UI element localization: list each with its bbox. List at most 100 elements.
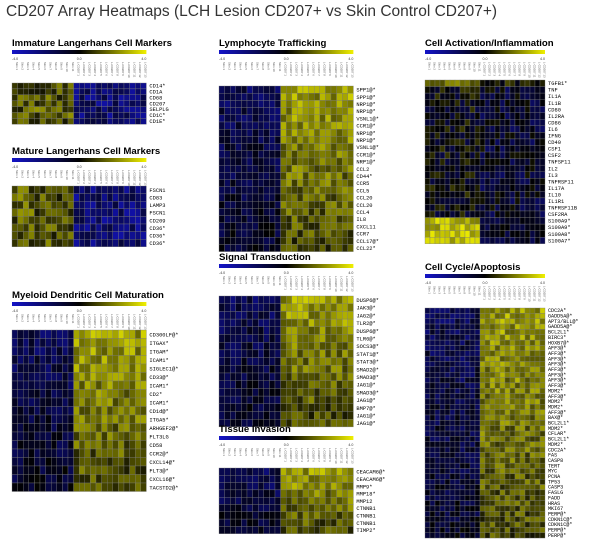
heatmap-cell	[539, 178, 546, 185]
heatmap-cell	[291, 475, 298, 483]
heatmap-cell	[524, 178, 531, 185]
heatmap-cell	[494, 345, 501, 351]
heatmap-cell	[347, 222, 354, 231]
heatmap-cell	[28, 440, 35, 450]
heatmap-cell	[280, 518, 287, 527]
heatmap-cell	[17, 363, 24, 373]
heatmap-cell	[494, 318, 501, 325]
heatmap-cell	[489, 420, 496, 426]
heatmap-cell	[34, 448, 41, 458]
sample-label: Skin 2	[20, 170, 24, 178]
scale-tick-label: 4.0	[348, 271, 353, 275]
heatmap-cell	[347, 150, 354, 159]
heatmap-cell	[235, 475, 242, 483]
heatmap-cell	[67, 448, 74, 458]
heatmap-cell	[140, 201, 147, 209]
heatmap-cell	[444, 372, 451, 378]
heatmap-cell	[534, 372, 541, 378]
heatmap-cell	[439, 323, 446, 330]
gene-label: CCR7	[356, 232, 369, 238]
heatmap-cell	[524, 151, 531, 159]
heatmap-cell	[51, 474, 57, 484]
gene-label: TIMP2*	[356, 528, 375, 534]
heatmap-cell	[263, 303, 270, 312]
heatmap-cell	[489, 145, 496, 153]
heatmap-cell	[474, 527, 481, 533]
sample-label: Skin 2	[433, 62, 437, 70]
sample-label: L-CD207 5	[503, 286, 507, 300]
heatmap-cell	[17, 355, 24, 365]
heatmap-cell	[135, 465, 141, 475]
heatmap-cell	[84, 414, 91, 424]
heatmap-cell	[489, 409, 496, 416]
heatmap-cell	[297, 326, 304, 335]
heatmap-cell	[539, 366, 546, 373]
heatmap-cell	[230, 475, 236, 483]
heatmap-cell	[449, 446, 456, 453]
heatmap-cell	[504, 425, 511, 432]
gene-label: CEACAM6@*	[356, 477, 385, 483]
heatmap-cell	[454, 184, 461, 192]
heatmap-cell	[342, 215, 348, 223]
heatmap-cell	[274, 334, 281, 343]
heatmap-cell	[218, 143, 225, 151]
heatmap-cell	[11, 397, 18, 407]
heatmap-cell	[45, 329, 52, 339]
gene-label: FLT3@*	[149, 469, 168, 475]
heatmap-cell	[347, 201, 354, 209]
heatmap-cell	[336, 342, 343, 351]
heatmap-cell	[484, 99, 491, 107]
heatmap-cell	[494, 398, 501, 405]
heatmap-cell	[514, 377, 521, 384]
heatmap-cell	[246, 526, 253, 534]
heatmap-cell	[449, 230, 456, 238]
heatmap-cell	[469, 521, 476, 528]
heatmap-cell	[235, 526, 242, 534]
heatmap-cell	[308, 318, 315, 327]
heatmap-cell	[101, 88, 108, 95]
heatmap-cell	[135, 448, 141, 458]
heatmap-cell	[11, 457, 18, 467]
heatmap-cell	[454, 230, 461, 238]
heatmap-cell	[479, 217, 486, 225]
heatmap-cell	[319, 518, 326, 527]
sample-label: L-CD207 9	[328, 448, 332, 462]
heatmap-cell	[524, 409, 531, 416]
heatmap-cell	[434, 430, 441, 437]
sample-label: L-CD207 5	[99, 170, 103, 184]
heatmap-cell	[469, 307, 476, 314]
heatmap-cell	[218, 186, 225, 195]
heatmap-cell	[439, 420, 446, 426]
heatmap-cell	[274, 150, 281, 159]
heatmap-cell	[504, 436, 511, 442]
heatmap-cell	[529, 527, 536, 533]
heatmap-cell	[509, 420, 516, 426]
heatmap-cell	[56, 185, 63, 194]
heatmap-cell	[519, 125, 526, 133]
gene-label: CD1C*	[149, 113, 165, 119]
sample-label: Skin 8	[54, 170, 58, 178]
heatmap-cell	[17, 372, 24, 382]
heatmap-cell	[34, 106, 41, 113]
heatmap-cell	[17, 193, 24, 202]
heatmap-cell	[469, 430, 476, 437]
heatmap-cell	[439, 495, 446, 501]
heatmap-cell	[258, 475, 264, 483]
gene-label: AFF3@*	[548, 394, 566, 400]
heatmap-cell	[539, 511, 546, 517]
heatmap-cell	[325, 467, 332, 476]
heatmap-cell	[291, 518, 298, 527]
heatmap-cell	[224, 165, 231, 173]
heatmap-cell	[286, 237, 292, 245]
heatmap-cell	[499, 436, 506, 442]
heatmap-cell	[23, 82, 29, 90]
heatmap-cell	[469, 132, 476, 140]
heatmap-cell	[499, 532, 506, 539]
heatmap-cell	[529, 489, 536, 496]
heatmap-cell	[534, 138, 541, 146]
heatmap-cell	[319, 482, 326, 491]
heatmap-cell	[434, 516, 441, 523]
heatmap-cell	[274, 201, 281, 209]
